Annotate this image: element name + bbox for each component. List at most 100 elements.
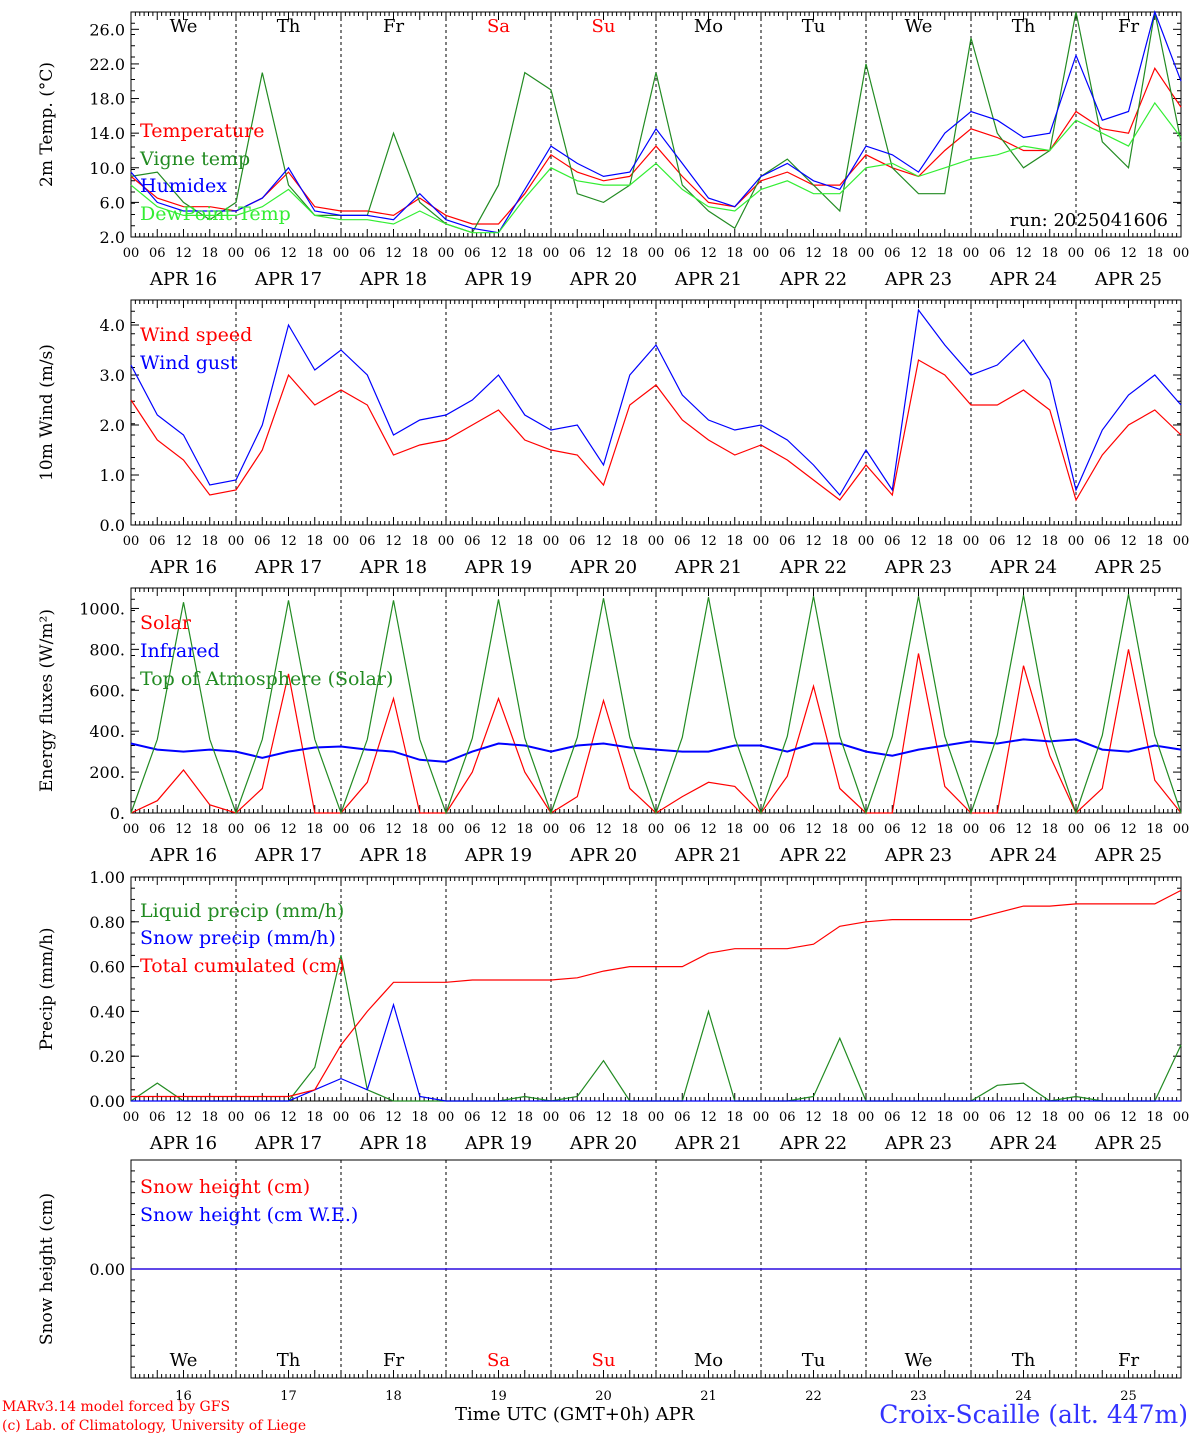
date-label: APR 16 [149,1133,217,1154]
y-tick-label: 2.0 [100,228,125,247]
hour-label: 00 [963,246,980,261]
y-tick-label: 1.0 [100,466,125,485]
hour-label: 18 [831,822,848,837]
hour-label: 18 [1041,822,1058,837]
day-number: 22 [805,1389,822,1404]
hour-label: 06 [464,534,481,549]
hour-label: 00 [543,246,560,261]
day-number: 18 [385,1389,402,1404]
y-tick-label: 0. [110,804,125,823]
hour-label: 00 [228,822,245,837]
hour-label: 12 [805,246,822,261]
legend-entry: Vigne temp [139,148,250,170]
hour-label: 06 [989,246,1006,261]
weekday-label: We [170,16,198,37]
date-label: APR 19 [464,269,532,290]
date-label: APR 21 [674,845,742,866]
hour-label: 00 [333,534,350,549]
hour-label: 00 [1068,534,1085,549]
date-label: APR 25 [1094,1133,1162,1154]
hour-label: 00 [333,246,350,261]
legend-entry: Snow height (cm W.E.) [140,1204,358,1226]
date-label: APR 19 [464,845,532,866]
hour-label: 12 [700,534,717,549]
y-tick-label: 26.0 [89,20,125,39]
date-label: APR 20 [569,845,637,866]
hour-label: 00 [123,1110,140,1125]
hour-label: 00 [648,1110,665,1125]
hour-label: 00 [648,534,665,549]
y-tick-label: 0.40 [89,1002,125,1021]
day-number: 21 [700,1389,717,1404]
hour-label: 12 [1015,534,1032,549]
date-label: APR 17 [254,557,322,578]
hour-label: 18 [1146,1110,1163,1125]
hour-label: 18 [726,822,743,837]
hour-label: 00 [1173,246,1190,261]
y-tick-label: 4.0 [100,316,125,335]
series-line [131,889,1182,1098]
hour-label: 12 [595,534,612,549]
date-label: APR 20 [569,1133,637,1154]
hour-label: 18 [516,822,533,837]
hour-label: 00 [438,822,455,837]
y-tick-label: 14.0 [89,124,125,143]
date-label: APR 17 [254,845,322,866]
hour-label: 18 [1041,534,1058,549]
hour-label: 00 [438,1110,455,1125]
date-label: APR 18 [359,557,427,578]
hour-label: 12 [385,1110,402,1125]
legend-entry: Liquid precip (mm/h) [140,900,344,922]
hour-label: 00 [543,822,560,837]
date-label: APR 19 [464,1133,532,1154]
hour-label: 12 [700,1110,717,1125]
hour-label: 00 [438,534,455,549]
hour-label: 12 [175,534,192,549]
weekday-label: Th [1012,16,1036,37]
date-label: APR 17 [254,269,322,290]
y-tick-label: 3.0 [100,366,125,385]
weekday-label: Th [277,1350,301,1371]
hour-label: 06 [884,534,901,549]
hour-label: 18 [516,534,533,549]
hour-label: 06 [569,822,586,837]
series-line [130,738,1182,763]
hour-label: 00 [228,1110,245,1125]
hour-label: 00 [123,246,140,261]
hour-label: 00 [123,822,140,837]
hour-label: 18 [726,1110,743,1125]
series-line [130,101,1182,234]
hour-label: 12 [175,1110,192,1125]
date-label: APR 23 [884,845,952,866]
hour-label: 12 [385,822,402,837]
weekday-label: Su [592,1350,616,1371]
hour-label: 12 [280,246,297,261]
day-number: 20 [595,1389,612,1404]
hour-label: 00 [753,1110,770,1125]
hour-label: 00 [753,534,770,549]
hour-label: 06 [359,534,376,549]
hour-label: 12 [595,822,612,837]
weekday-label: Th [277,16,301,37]
date-label: APR 21 [674,1133,742,1154]
hour-label: 00 [123,534,140,549]
hour-label: 06 [884,1110,901,1125]
hour-label: 12 [595,246,612,261]
hour-label: 00 [858,534,875,549]
hour-label: 18 [1041,246,1058,261]
hour-label: 06 [779,534,796,549]
hour-label: 18 [831,1110,848,1125]
hour-label: 12 [1015,246,1032,261]
y-axis-label: Precip (mm/h) [37,927,57,1050]
date-label: APR 22 [779,845,847,866]
date-label: APR 17 [254,1133,322,1154]
hour-label: 00 [228,246,245,261]
panel-frame [130,587,1182,814]
date-label: APR 16 [149,557,217,578]
lab-credit: (c) Lab. of Climatology, University of L… [2,1418,307,1434]
y-tick-label: 0.80 [89,913,125,932]
hour-label: 00 [333,822,350,837]
date-label: APR 20 [569,557,637,578]
hour-label: 18 [411,534,428,549]
